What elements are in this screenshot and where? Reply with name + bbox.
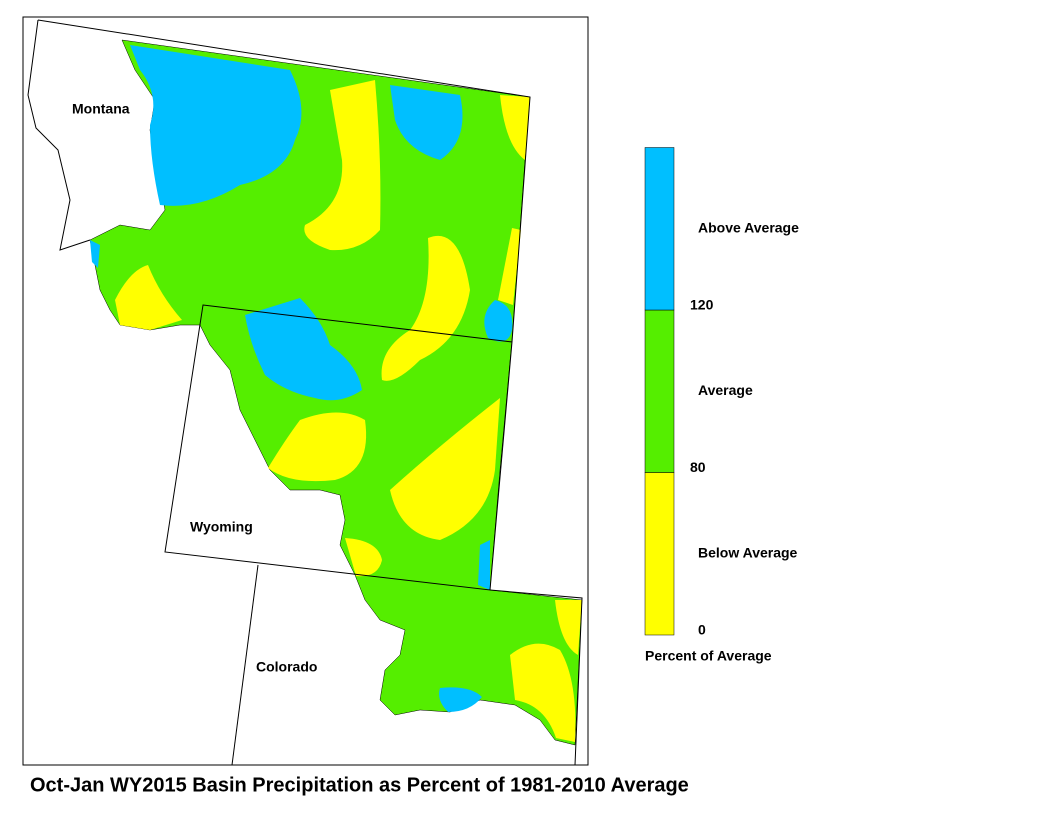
region-above — [439, 687, 482, 712]
region-below — [500, 95, 530, 160]
legend-label: Average — [698, 382, 753, 398]
region-below — [115, 265, 182, 330]
basin-map — [27, 19, 583, 766]
legend-band — [644, 147, 675, 311]
legend-label: Below Average — [698, 544, 798, 560]
region-below — [390, 398, 500, 540]
region-below — [498, 228, 521, 305]
region-above — [478, 540, 490, 590]
legend-tick-label: 80 — [690, 459, 706, 475]
map-title: Oct-Jan WY2015 Basin Precipitation as Pe… — [30, 774, 689, 796]
region-below — [304, 80, 381, 251]
legend-band — [644, 309, 675, 473]
region-above — [245, 298, 362, 401]
state-label: Montana — [72, 101, 130, 117]
region-above — [90, 240, 100, 268]
legend-tick-label: 120 — [690, 297, 714, 313]
montana-west-border — [27, 19, 91, 251]
legend-caption: Percent of Average — [645, 648, 772, 664]
region-above — [130, 45, 302, 206]
colorado-border — [231, 564, 259, 766]
colorado-north-border — [489, 589, 583, 766]
state-label: Colorado — [256, 659, 317, 675]
region-above — [484, 300, 513, 342]
legend-label: Above Average — [698, 219, 799, 235]
region-below — [510, 643, 576, 742]
montana-border — [37, 19, 531, 343]
region-below — [555, 600, 582, 655]
region-below — [345, 538, 382, 577]
region-above — [390, 85, 463, 160]
legend: Below Average Average Above Average 0 80 120 — [644, 147, 799, 638]
legend-band — [644, 472, 675, 636]
legend-tick-label: 0 — [698, 622, 706, 638]
region-below — [381, 235, 470, 381]
region-below — [268, 412, 367, 482]
state-label: Wyoming — [190, 519, 253, 535]
